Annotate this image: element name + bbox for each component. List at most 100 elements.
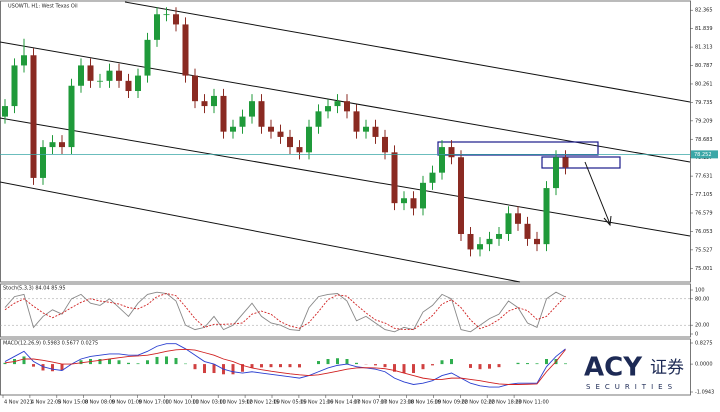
chart-title: USOWTI, H1: West Texas Oil: [8, 4, 78, 10]
y-tick-label: 76.053: [695, 229, 713, 235]
candle-body: [506, 213, 512, 234]
candle-body: [173, 14, 179, 24]
candle-body: [59, 142, 65, 147]
macd-bar: [346, 359, 349, 364]
macd-bar: [317, 361, 320, 364]
candle-body: [240, 117, 246, 127]
candle-body: [487, 239, 493, 244]
candle-body: [50, 142, 56, 147]
macd-bar: [184, 364, 187, 365]
macd-bar: [355, 363, 358, 364]
y-tick-label: 80.00: [695, 296, 709, 302]
macd-bar: [536, 363, 539, 364]
macd-bar: [517, 363, 520, 364]
macd-bar: [279, 364, 282, 367]
candle-body: [382, 137, 388, 152]
candle-body: [97, 81, 103, 82]
y-tick-label: 77.105: [695, 192, 713, 198]
macd-bar: [469, 364, 472, 368]
candle-body: [126, 81, 132, 91]
candle-body: [268, 127, 274, 132]
candle-body: [78, 65, 84, 85]
y-tick-label: 81.839: [695, 26, 713, 32]
logo: ACY 证券 SECURITIES: [584, 353, 684, 392]
logo-brand: ACY: [584, 353, 643, 383]
y-tick-label: 77.631: [695, 174, 713, 180]
candle-body: [306, 127, 312, 153]
macd-bar: [175, 358, 178, 364]
candle-body: [515, 213, 521, 224]
macd-bar: [336, 358, 339, 364]
macd-bar: [526, 363, 529, 364]
macd-bar: [431, 364, 434, 365]
candle-body: [297, 147, 303, 152]
candle-body: [164, 14, 170, 15]
candle-body: [525, 224, 531, 239]
candle-body: [354, 111, 360, 131]
y-tick-label: 79.735: [695, 100, 713, 106]
macd-bar: [146, 360, 149, 364]
candle-body: [135, 76, 141, 91]
candle-body: [468, 234, 474, 249]
y-tick-label: 82.365: [695, 8, 713, 14]
macd-bar: [213, 364, 216, 373]
candle-body: [439, 147, 445, 173]
logo-sub: SECURITIES: [586, 383, 677, 391]
candle-body: [363, 127, 369, 132]
panel-label: Stoch(5,3,3) 84.04 85.95: [3, 286, 66, 292]
candle-body: [401, 198, 407, 203]
y-tick-label: 76.579: [695, 210, 713, 216]
candle-body: [563, 157, 569, 167]
candle-body: [458, 157, 464, 234]
y-tick-label: 75.527: [695, 247, 713, 253]
macd-bar: [203, 364, 206, 373]
macd-bar: [232, 364, 235, 374]
macd-bar: [384, 364, 387, 367]
y-tick-label: 0.0000: [695, 362, 713, 368]
macd-bar: [32, 364, 35, 367]
x-tick-label: 23 Nov 11:00: [515, 400, 549, 406]
y-tick-label: 0: [695, 332, 698, 338]
logo-cn: 证券: [650, 358, 684, 378]
macd-bar: [498, 364, 501, 367]
macd-bar: [165, 356, 168, 364]
y-tick-label: 80.787: [695, 63, 713, 69]
macd-bar: [441, 360, 444, 364]
macd-bar: [479, 364, 482, 369]
current-price-label: 78.252: [694, 152, 712, 158]
candle-body: [344, 101, 350, 111]
candle-body: [2, 106, 8, 117]
candle-body: [116, 71, 122, 81]
candle-body: [259, 101, 265, 127]
candle-body: [249, 101, 255, 116]
macd-bar: [545, 359, 548, 364]
candle-body: [430, 173, 436, 183]
y-tick-label: 78.683: [695, 137, 713, 143]
macd-bar: [23, 356, 26, 364]
macd-bar: [194, 364, 197, 369]
candle-body: [392, 152, 398, 203]
candle-body: [287, 137, 293, 147]
macd-bar: [298, 364, 301, 367]
macd-bar: [260, 364, 263, 367]
candle-body: [411, 198, 417, 208]
candle-body: [534, 239, 540, 244]
candle-body: [335, 101, 341, 106]
macd-bar: [289, 364, 292, 367]
candle-body: [183, 24, 189, 75]
candle-body: [553, 157, 559, 188]
candle-body: [192, 76, 198, 102]
macd-bar: [118, 360, 121, 364]
y-tick-label: -1.0943: [695, 390, 714, 396]
candle-body: [230, 127, 236, 132]
y-tick-label: 20.00: [695, 323, 709, 329]
candle-body: [154, 14, 160, 40]
macd-bar: [412, 364, 415, 373]
y-tick-label: 80.261: [695, 81, 713, 87]
candle-body: [145, 40, 151, 76]
y-tick-label: 0.8275: [695, 341, 713, 347]
macd-bar: [137, 363, 140, 364]
macd-bar: [127, 363, 130, 364]
candle-body: [221, 96, 227, 132]
